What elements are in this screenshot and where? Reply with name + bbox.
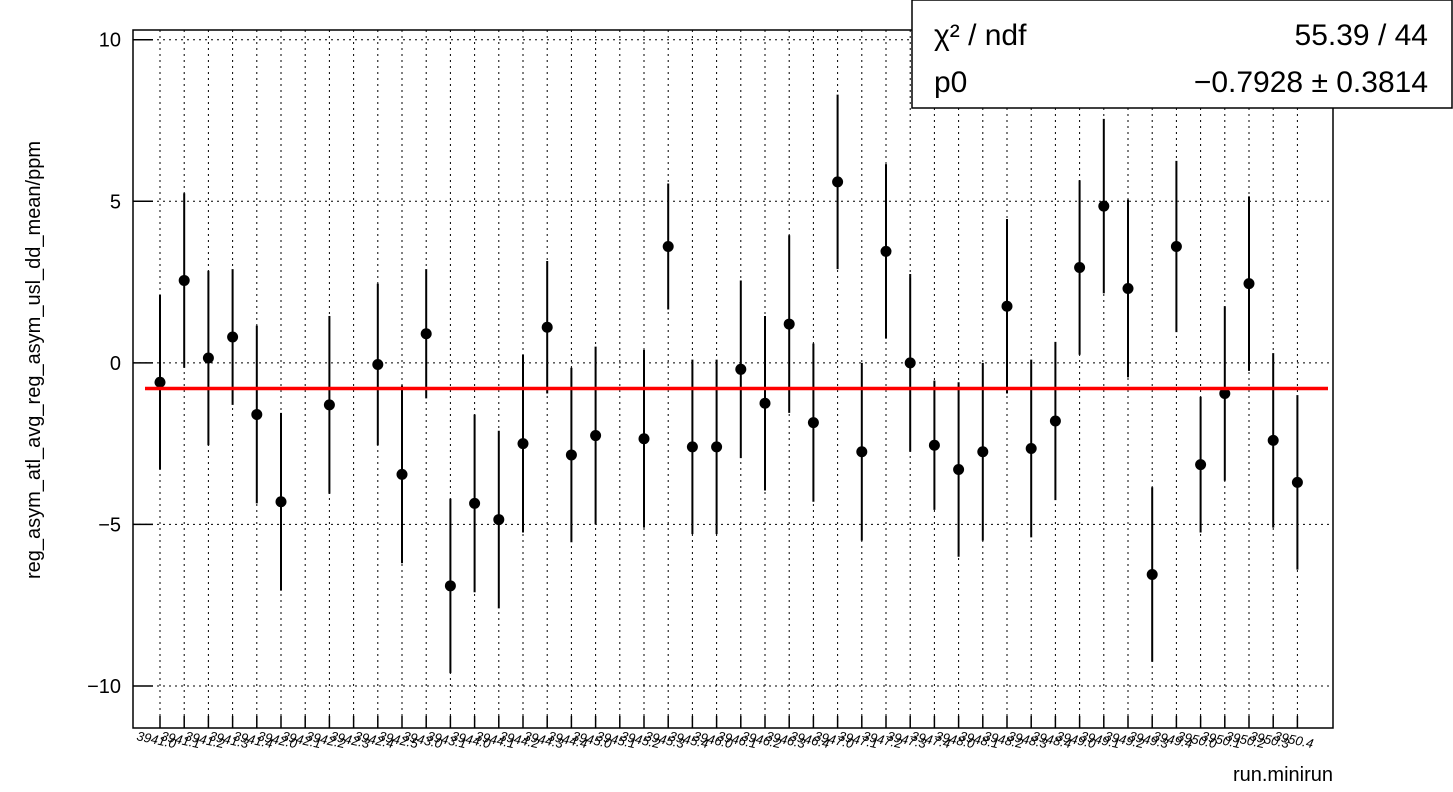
data-point	[807, 417, 819, 429]
data-point	[832, 176, 844, 188]
data-point	[154, 376, 166, 388]
data-point	[396, 468, 408, 480]
y-tick-label: −5	[98, 514, 121, 536]
data-point	[541, 321, 553, 333]
data-point	[977, 446, 989, 458]
data-point	[590, 430, 602, 442]
y-axis-label: reg_asym_atl_avg_reg_asym_usl_dd_mean/pp…	[23, 141, 45, 579]
data-point	[517, 438, 529, 450]
data-point	[1146, 569, 1158, 581]
data-point	[420, 328, 432, 340]
data-point	[783, 318, 795, 330]
data-point	[1291, 476, 1303, 488]
stats-p0-value: −0.7928 ± 0.3814	[1194, 66, 1428, 99]
data-point	[1098, 200, 1110, 212]
data-point	[904, 357, 916, 369]
data-point	[372, 358, 384, 370]
data-point	[856, 446, 868, 458]
stats-box	[911, 0, 1453, 109]
y-tick-label: −10	[87, 676, 121, 698]
data-point	[493, 514, 505, 526]
stats-chi2-name: χ² / ndf	[934, 19, 1027, 52]
data-point	[227, 331, 239, 343]
y-tick-label: 5	[110, 191, 121, 213]
data-point	[953, 463, 965, 475]
data-point	[178, 274, 190, 286]
data-point	[1243, 278, 1255, 290]
x-axis-label: run.minirun	[1233, 764, 1333, 786]
data-point	[251, 409, 263, 421]
data-point	[1001, 300, 1013, 312]
data-point	[1170, 241, 1182, 253]
data-point	[759, 397, 771, 409]
data-point	[323, 399, 335, 411]
data-point	[275, 496, 287, 508]
stats-p0-name: p0	[934, 66, 967, 99]
data-point	[1025, 442, 1037, 454]
y-tick-label: 10	[99, 30, 121, 52]
data-point	[1122, 283, 1134, 295]
data-point	[1074, 262, 1086, 274]
plot-frame	[132, 29, 1334, 729]
data-point	[880, 245, 892, 257]
data-point	[638, 433, 650, 445]
stats-chi2-value: 55.39 / 44	[1295, 19, 1428, 52]
data-point	[469, 497, 481, 509]
data-point	[711, 441, 723, 453]
data-point	[1267, 434, 1279, 446]
data-point	[202, 352, 214, 364]
data-point	[444, 580, 456, 592]
data-point	[662, 241, 674, 253]
data-point	[1195, 459, 1207, 471]
y-tick-label: 0	[110, 353, 121, 375]
data-point	[1219, 388, 1231, 400]
data-point	[1049, 415, 1061, 427]
data-point	[686, 441, 698, 453]
data-point	[928, 439, 940, 451]
data-point	[735, 363, 747, 375]
data-point	[565, 449, 577, 461]
